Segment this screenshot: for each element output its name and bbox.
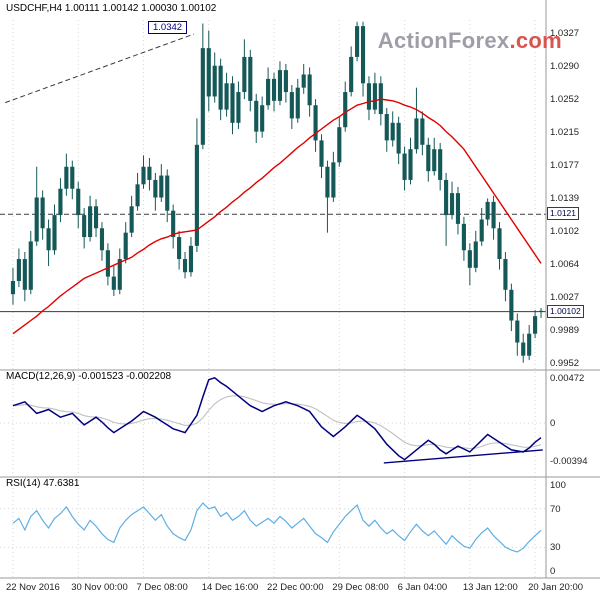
candlesticks — [10, 21, 544, 363]
macd-trendline — [383, 449, 543, 464]
macd-signal-line — [12, 395, 542, 450]
macd-line — [12, 376, 542, 461]
rsi-line — [12, 502, 542, 553]
moving-average-line — [12, 98, 542, 335]
grid — [0, 20, 546, 578]
panel-separators — [0, 0, 600, 579]
price-trendline — [5, 33, 195, 104]
